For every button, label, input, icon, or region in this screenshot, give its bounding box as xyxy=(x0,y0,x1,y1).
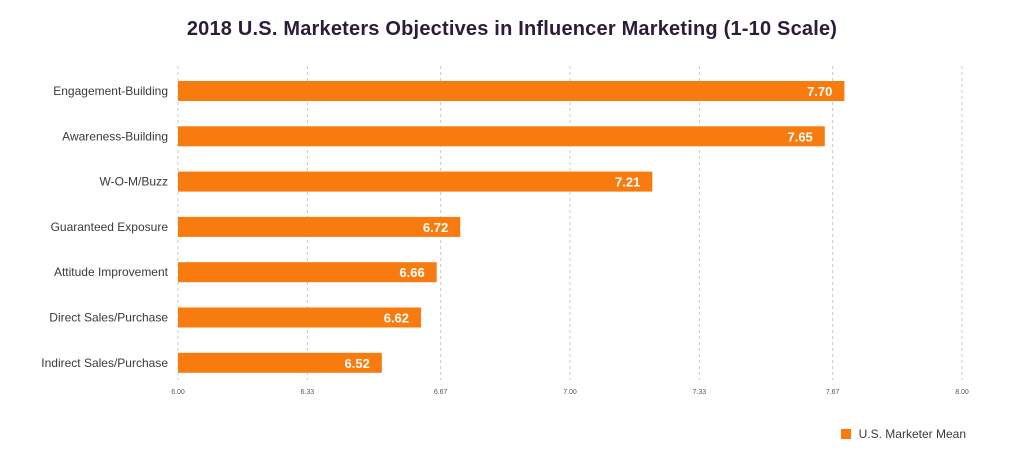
x-tick-label: 7.33 xyxy=(693,389,707,396)
legend-label: U.S. Marketer Mean xyxy=(858,427,966,441)
bar xyxy=(178,216,461,237)
category-label: Guaranteed Exposure xyxy=(51,220,169,234)
category-label: Direct Sales/Purchase xyxy=(49,311,168,325)
bars xyxy=(178,81,845,373)
value-labels: 7.70 7.65 7.21 6.72 6.66 6.62 6.52 xyxy=(345,84,833,371)
category-label: Attitude Improvement xyxy=(54,265,169,279)
data-label: 7.21 xyxy=(615,175,640,190)
legend: U.S. Marketer Mean xyxy=(840,427,966,441)
data-label: 6.66 xyxy=(399,265,424,280)
x-tick-label: 8.00 xyxy=(955,389,969,396)
x-tick-label: 6.00 xyxy=(171,389,185,396)
x-tick-label: 6.33 xyxy=(301,389,315,396)
chart-title: 2018 U.S. Marketers Objectives in Influe… xyxy=(186,18,838,40)
category-label: Engagement-Building xyxy=(53,84,168,98)
bar xyxy=(178,262,437,283)
category-label: Awareness-Building xyxy=(62,129,168,143)
x-tick-label: 6.67 xyxy=(434,389,448,396)
data-label: 7.70 xyxy=(807,84,832,99)
data-label: 6.72 xyxy=(423,220,448,235)
x-tick-label: 7.67 xyxy=(826,389,840,396)
legend-swatch xyxy=(840,429,851,439)
x-axis-tick-labels: 6.00 6.33 6.67 7.00 7.33 7.67 8.00 xyxy=(171,389,969,396)
category-labels: Engagement-Building Awareness-Building W-O… xyxy=(41,84,168,370)
bar xyxy=(178,171,653,192)
data-label: 6.62 xyxy=(384,311,409,326)
bar xyxy=(178,352,382,373)
category-label: W-O-M/Buzz xyxy=(100,175,168,189)
bar xyxy=(178,307,422,328)
data-label: 6.52 xyxy=(345,356,370,371)
bar xyxy=(178,126,825,147)
data-label: 7.65 xyxy=(787,129,812,144)
x-tick-label: 7.00 xyxy=(563,389,577,396)
category-label: Indirect Sales/Purchase xyxy=(41,356,168,370)
bar xyxy=(178,81,845,101)
